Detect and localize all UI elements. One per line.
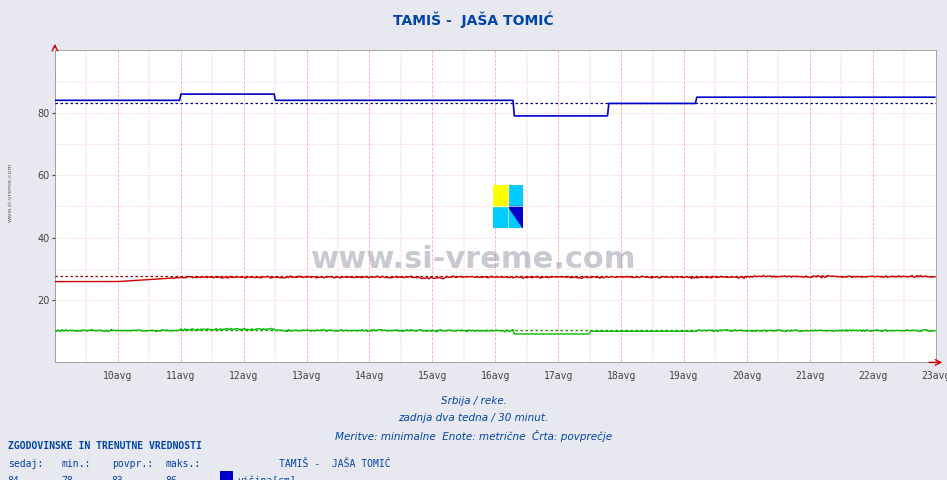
Text: 12avg: 12avg <box>229 371 259 381</box>
Text: povpr.:: povpr.: <box>112 459 152 469</box>
Text: 17avg: 17avg <box>544 371 573 381</box>
Text: 86: 86 <box>166 476 177 480</box>
Text: Meritve: minimalne  Enote: metrične  Črta: povprečje: Meritve: minimalne Enote: metrične Črta:… <box>335 430 612 442</box>
Text: 19avg: 19avg <box>670 371 699 381</box>
Text: 16avg: 16avg <box>480 371 510 381</box>
Text: ZGODOVINSKE IN TRENUTNE VREDNOSTI: ZGODOVINSKE IN TRENUTNE VREDNOSTI <box>8 441 202 451</box>
Text: 11avg: 11avg <box>166 371 195 381</box>
Text: 23avg: 23avg <box>920 371 947 381</box>
Text: zadnja dva tedna / 30 minut.: zadnja dva tedna / 30 minut. <box>399 413 548 423</box>
Text: sedaj:: sedaj: <box>8 459 43 469</box>
Text: TAMIŠ -  JAŠA TOMIĆ: TAMIŠ - JAŠA TOMIĆ <box>393 12 554 28</box>
Text: min.:: min.: <box>62 459 91 469</box>
Text: višina[cm]: višina[cm] <box>238 476 296 480</box>
Text: 78: 78 <box>62 476 73 480</box>
Text: 15avg: 15avg <box>418 371 447 381</box>
Polygon shape <box>508 206 523 228</box>
Text: www.si-vreme.com: www.si-vreme.com <box>311 245 636 274</box>
Text: maks.:: maks.: <box>166 459 201 469</box>
Text: 10avg: 10avg <box>103 371 133 381</box>
Text: 84: 84 <box>8 476 19 480</box>
Text: 18avg: 18avg <box>606 371 635 381</box>
Text: 20avg: 20avg <box>732 371 761 381</box>
Text: 14avg: 14avg <box>355 371 384 381</box>
Text: 83: 83 <box>112 476 123 480</box>
Text: 21avg: 21avg <box>795 371 825 381</box>
Bar <box>492 185 508 206</box>
Text: 22avg: 22avg <box>858 371 887 381</box>
Text: Srbija / reke.: Srbija / reke. <box>440 396 507 406</box>
Text: 13avg: 13avg <box>292 371 321 381</box>
Text: www.si-vreme.com: www.si-vreme.com <box>8 162 12 222</box>
Text: TAMIŠ -  JAŠA TOMIĆ: TAMIŠ - JAŠA TOMIĆ <box>279 459 391 469</box>
